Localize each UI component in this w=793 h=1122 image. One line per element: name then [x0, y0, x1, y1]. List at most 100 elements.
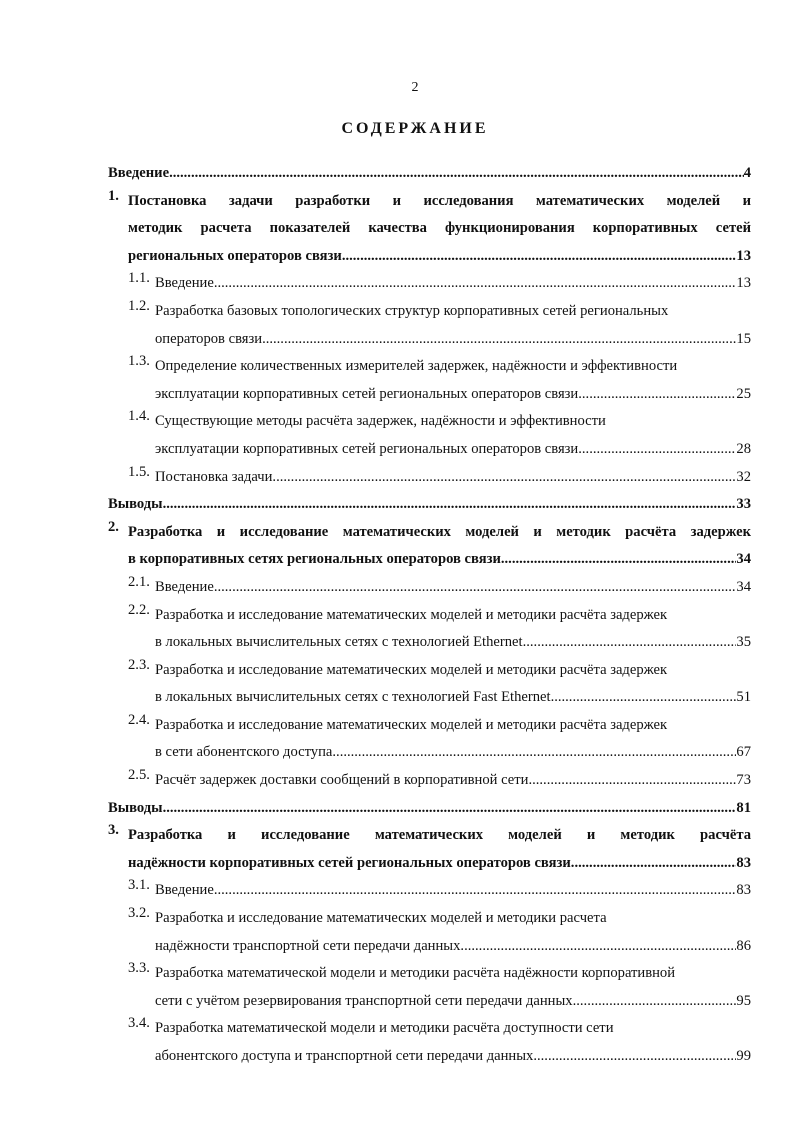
toc-entry[interactable]: 2.4. Разработка и исследование математиче…	[108, 712, 751, 767]
toc-entry-text: Постановка задачи	[155, 468, 273, 485]
toc-entry-text: региональных операторов связи	[128, 247, 342, 264]
toc-entry-text: эксплуатации корпоративных сетей региона…	[155, 440, 579, 457]
toc-entry[interactable]: 1.2. Разработка базовых топологических ст…	[108, 298, 751, 353]
toc-entry-number: 1.2.	[128, 297, 150, 314]
toc-entry-number: 1.3.	[128, 353, 150, 370]
toc-entry-text: в корпоративных сетях региональных опера…	[128, 551, 501, 568]
toc-entry-line: Разработка базовых топологических структ…	[155, 302, 669, 319]
toc-entry[interactable]: 1. Постановка задачи разработки и исследо…	[108, 188, 751, 271]
toc-entry-text: надёжности корпоративных сетей региональ…	[128, 854, 571, 871]
toc-page-number: 73	[736, 772, 751, 789]
toc-entry-number: 3.1.	[128, 877, 150, 894]
toc-page-number: 99	[736, 1048, 751, 1064]
toc-entry-line: сети с учётом резервирования транспортно…	[155, 988, 751, 1016]
toc-entry-text: Выводы	[108, 496, 163, 513]
toc-entry-number: 2.4.	[128, 711, 150, 728]
toc-entry-line: Разработка и исследование математических…	[155, 661, 668, 678]
toc-entry[interactable]: 1.1. Введение 13	[108, 270, 751, 298]
toc-entry-line: Разработка математической модели и метод…	[155, 1020, 614, 1037]
toc-page-number: 28	[736, 440, 751, 457]
dot-leader	[163, 795, 737, 823]
toc-entry-line: Существующие методы расчёта задержек, на…	[155, 413, 606, 430]
dot-leader	[501, 546, 737, 574]
toc-entry-line: Разработка и исследование математических…	[128, 827, 751, 844]
dot-leader	[578, 381, 736, 409]
dot-leader	[169, 160, 744, 188]
toc-page-number: 32	[736, 468, 751, 485]
toc-entry[interactable]: 2.1. Введение 34	[108, 574, 751, 602]
dot-leader	[551, 684, 737, 712]
dot-leader	[460, 933, 736, 961]
toc-entry-line: Определение количественных измерителей з…	[155, 358, 678, 375]
toc-entry-number: 3.3.	[128, 960, 150, 977]
dot-leader	[214, 574, 737, 602]
toc-page-number: 34	[736, 551, 751, 568]
toc-entry-text: Введение	[108, 165, 170, 181]
toc-entry-line: абонентского доступа и транспортной сети…	[155, 1043, 751, 1071]
toc-entry[interactable]: Введение 4	[108, 160, 751, 188]
dot-leader	[528, 767, 736, 795]
table-of-contents: Введение 4 1. Постановка задачи разработки …	[108, 160, 751, 1071]
toc-entry-line: операторов связи 15	[155, 326, 751, 354]
toc-entry[interactable]: 1.5. Постановка задачи 32	[108, 464, 751, 492]
dot-leader	[214, 877, 737, 905]
toc-entry[interactable]: 3.2. Разработка и исследование математиче…	[108, 905, 751, 960]
toc-entry-text: в локальных вычислительных сетях с техно…	[155, 634, 523, 651]
toc-entry-line: Разработка и исследование математических…	[155, 606, 668, 623]
toc-entry-line: Введение 83	[155, 877, 751, 905]
toc-entry-text: Введение	[155, 882, 214, 899]
toc-entry[interactable]: 2.3. Разработка и исследование математиче…	[108, 657, 751, 712]
toc-page-number: 83	[736, 854, 751, 871]
toc-entry-line: Разработка и исследование математических…	[155, 910, 607, 927]
toc-entry-number: 3.	[108, 822, 119, 839]
toc-entry-text: в локальных вычислительных сетях с техно…	[155, 689, 551, 706]
toc-page-number: 67	[736, 744, 751, 761]
page-number: 2	[411, 80, 419, 95]
toc-entry[interactable]: 1.3. Определение количественных измерител…	[108, 353, 751, 408]
toc-page-number: 81	[736, 799, 751, 816]
toc-entry-line: эксплуатации корпоративных сетей региона…	[155, 436, 751, 464]
toc-entry[interactable]: Выводы 33	[108, 491, 751, 519]
dot-leader	[533, 1043, 736, 1071]
toc-entry-line: региональных операторов связи 13	[128, 243, 751, 271]
toc-page-number: 95	[736, 992, 751, 1009]
toc-entry-line: методик расчета показателей качества фун…	[128, 220, 751, 237]
toc-entry[interactable]: 2.2. Разработка и исследование математиче…	[108, 602, 751, 657]
toc-entry[interactable]: Выводы 81	[108, 795, 751, 823]
toc-entry-line: Постановка задачи 32	[155, 464, 751, 492]
toc-entry-number: 2.3.	[128, 656, 150, 673]
toc-entry[interactable]: 3.3. Разработка математической модели и м…	[108, 960, 751, 1015]
toc-page-number: 4	[743, 165, 751, 181]
toc-entry-line: Выводы 81	[108, 795, 751, 823]
toc-entry[interactable]: 3.1. Введение 83	[108, 877, 751, 905]
toc-entry-line: Введение 34	[155, 574, 751, 602]
dot-leader	[214, 270, 737, 298]
toc-entry[interactable]: 2.5. Расчёт задержек доставки сообщений в…	[108, 767, 751, 795]
toc-entry-line: Введение 4	[108, 160, 751, 188]
toc-entry-line: в локальных вычислительных сетях с техно…	[155, 684, 751, 712]
toc-entry-text: абонентского доступа и транспортной сети…	[155, 1048, 534, 1064]
toc-entry-number: 1.	[108, 187, 119, 204]
toc-entry-text: Введение	[155, 578, 214, 595]
toc-entry-text: Введение	[155, 275, 214, 292]
toc-page-number: 33	[736, 496, 751, 513]
toc-entry[interactable]: 2. Разработка и исследование математическ…	[108, 519, 751, 574]
toc-page-number: 15	[736, 330, 751, 347]
toc-entry-line: эксплуатации корпоративных сетей региона…	[155, 381, 751, 409]
toc-page-number: 13	[736, 247, 751, 264]
toc-entry[interactable]: 3. Разработка и исследование математическ…	[108, 822, 751, 877]
toc-page-number: 83	[736, 882, 751, 899]
toc-entry-line: Выводы 33	[108, 491, 751, 519]
toc-page-number: 25	[736, 385, 751, 402]
dot-leader	[262, 326, 736, 354]
toc-entry-line: Разработка и исследование математических…	[155, 716, 668, 733]
dot-leader	[523, 629, 737, 657]
toc-entry[interactable]: 3.4. Разработка математической модели и м…	[108, 1015, 751, 1070]
toc-page-number: 51	[736, 689, 751, 706]
toc-entry-text: Выводы	[108, 799, 163, 816]
toc-entry-text: надёжности транспортной сети передачи да…	[155, 937, 461, 954]
toc-page-number: 86	[736, 937, 751, 954]
toc-entry[interactable]: 1.4. Существующие методы расчёта задержек…	[108, 408, 751, 463]
toc-page-number: 35	[736, 634, 751, 651]
toc-entry-text: эксплуатации корпоративных сетей региона…	[155, 385, 579, 402]
